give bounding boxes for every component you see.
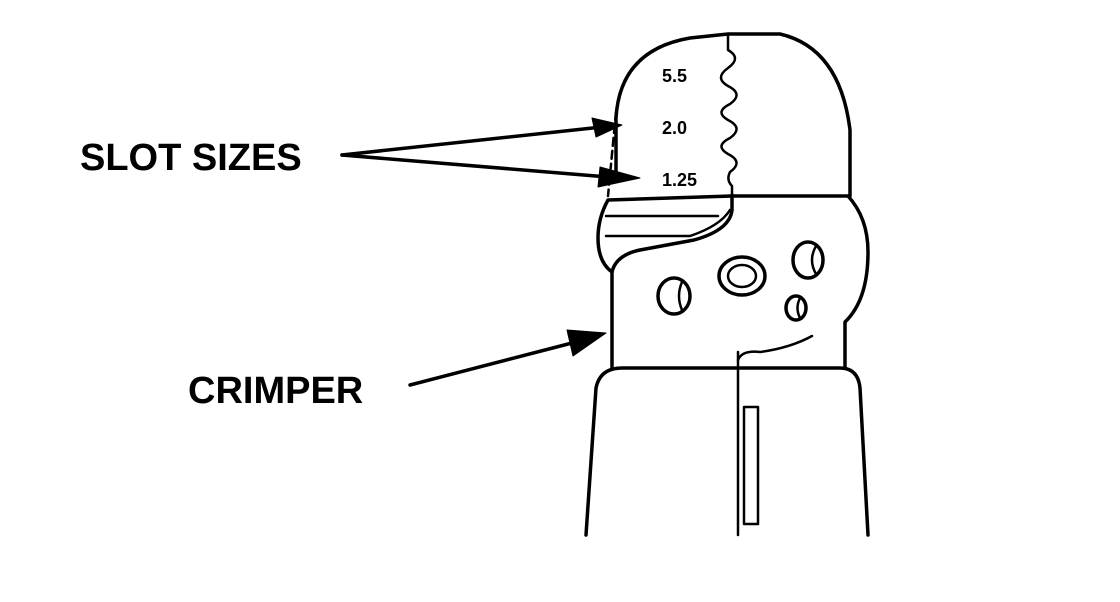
crimper-label: CRIMPER <box>188 370 363 412</box>
crimper-jaw <box>596 193 870 370</box>
crimper-arrow <box>408 329 607 387</box>
slot-label-1-25: 1.25 <box>662 170 697 190</box>
slot-sizes-arrows <box>340 117 641 188</box>
tool-handle <box>584 366 870 537</box>
slot-label-5-5: 5.5 <box>662 66 687 86</box>
slot-head: 5.5 2.0 1.25 <box>606 32 852 198</box>
slot-1-25-arrowhead <box>597 166 641 188</box>
slot-sizes-label: SLOT SIZES <box>80 137 302 179</box>
crimper-arrowhead <box>566 329 607 357</box>
slot-2-0-arrowhead <box>591 117 623 138</box>
slot-label-2-0: 2.0 <box>662 118 687 138</box>
